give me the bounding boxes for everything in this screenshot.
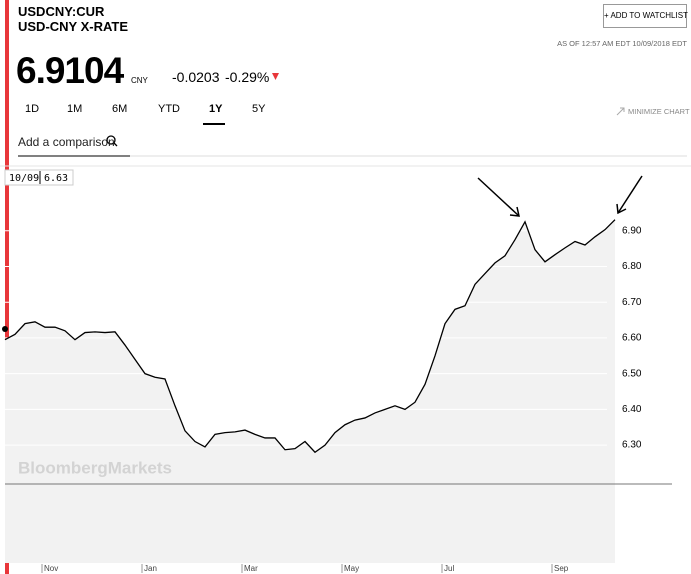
range-tab[interactable]: 1D xyxy=(25,103,40,115)
y-tick-label: 6.60 xyxy=(622,333,642,344)
range-tab[interactable]: YTD xyxy=(158,103,180,115)
y-tick-label: 6.80 xyxy=(622,261,642,272)
x-tick-label: Mar xyxy=(244,564,258,573)
watermark: BloombergMarkets xyxy=(18,458,172,477)
x-tick-label: May xyxy=(344,564,359,573)
y-tick-label: 6.70 xyxy=(622,297,642,308)
watchlist-button[interactable]: + ADD TO WATCHLIST xyxy=(603,4,688,28)
range-tab[interactable]: 6M xyxy=(112,103,128,115)
y-tick-label: 6.90 xyxy=(622,225,642,236)
price: 6.9104 xyxy=(16,50,124,91)
ticker: USDCNY:CUR xyxy=(18,4,105,19)
minimize-icon[interactable] xyxy=(616,107,625,116)
minimize-chart[interactable]: MINIMIZE CHART xyxy=(628,107,690,116)
crosshair-box xyxy=(4,169,74,186)
y-tick-label: 6.50 xyxy=(622,368,642,379)
y-tick-label: 6.40 xyxy=(622,404,642,415)
range-tab[interactable]: 5Y xyxy=(252,103,266,115)
price-line xyxy=(4,219,616,454)
as-of: AS OF 12:57 AM EDT 10/09/2018 EDT xyxy=(557,39,687,48)
crosshair-value: 6.63 xyxy=(44,173,68,184)
y-tick-label: 6.30 xyxy=(622,440,642,451)
accent-bar xyxy=(5,0,9,574)
range-tab[interactable]: 1M xyxy=(67,103,83,115)
x-tick-label: Jan xyxy=(144,564,157,573)
comparison-input[interactable]: Add a comparison xyxy=(18,135,115,149)
search-icon[interactable] xyxy=(106,135,118,147)
crosshair-date: 10/09 xyxy=(9,173,39,184)
x-tick-label: Jul xyxy=(444,564,454,573)
change-percent: -0.29% xyxy=(225,69,270,85)
x-tick-label: Nov xyxy=(44,564,58,573)
instrument-name: USD-CNY X-RATE xyxy=(18,19,129,34)
annotation-arrows xyxy=(477,175,643,217)
range-tab[interactable]: 1Y xyxy=(209,103,223,115)
currency: CNY xyxy=(131,76,148,85)
cursor-dot xyxy=(2,326,8,332)
x-tick-label: Sep xyxy=(554,564,569,573)
area xyxy=(5,219,615,564)
down-triangle xyxy=(272,73,279,80)
change: -0.0203 xyxy=(172,69,220,85)
